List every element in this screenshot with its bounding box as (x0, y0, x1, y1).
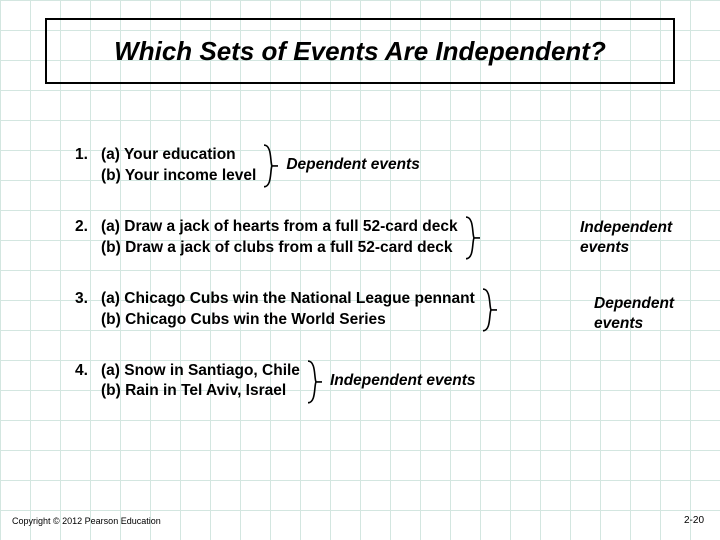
item-answer-right: Dependentevents (594, 294, 674, 334)
slide-title: Which Sets of Events Are Independent? (114, 36, 606, 67)
item-pair: (a) Snow in Santiago, Chile (b) Rain in … (101, 361, 300, 403)
list-item: 4. (a) Snow in Santiago, Chile (b) Rain … (75, 361, 665, 403)
brace-icon (464, 217, 482, 259)
item-pair: (a) Chicago Cubs win the National League… (101, 289, 475, 331)
brace-icon (262, 145, 280, 187)
item-line-b: (b) Chicago Cubs win the World Series (101, 310, 475, 331)
item-number: 2. (75, 217, 101, 238)
item-line-b: (b) Your income level (101, 166, 256, 187)
slide: Which Sets of Events Are Independent? 1.… (0, 0, 720, 540)
item-number: 3. (75, 289, 101, 310)
item-number: 4. (75, 361, 101, 382)
item-line-a: (a) Snow in Santiago, Chile (101, 361, 300, 382)
title-box: Which Sets of Events Are Independent? (45, 18, 675, 84)
content-list: 1. (a) Your education (b) Your income le… (75, 145, 665, 432)
answer-text: Independentevents (580, 219, 672, 256)
brace-icon (306, 361, 324, 403)
item-pair: (a) Your education (b) Your income level (101, 145, 256, 187)
item-answer-right: Independentevents (580, 218, 672, 258)
answer-text: Dependentevents (594, 295, 674, 332)
item-line-b: (b) Rain in Tel Aviv, Israel (101, 381, 300, 402)
list-item: 3. (a) Chicago Cubs win the National Lea… (75, 289, 665, 331)
item-line-b: (b) Draw a jack of clubs from a full 52-… (101, 238, 458, 259)
item-line-a: (a) Your education (101, 145, 256, 166)
list-item: 1. (a) Your education (b) Your income le… (75, 145, 665, 187)
list-item: 2. (a) Draw a jack of hearts from a full… (75, 217, 665, 259)
item-line-a: (a) Draw a jack of hearts from a full 52… (101, 217, 458, 238)
item-pair: (a) Draw a jack of hearts from a full 52… (101, 217, 458, 259)
brace-icon (481, 289, 499, 331)
item-line-a: (a) Chicago Cubs win the National League… (101, 289, 475, 310)
item-answer: Dependent events (286, 155, 420, 176)
page-number: 2-20 (684, 515, 704, 526)
item-answer: Independent events (330, 371, 476, 392)
copyright-text: Copyright © 2012 Pearson Education (12, 516, 161, 526)
item-number: 1. (75, 145, 101, 166)
